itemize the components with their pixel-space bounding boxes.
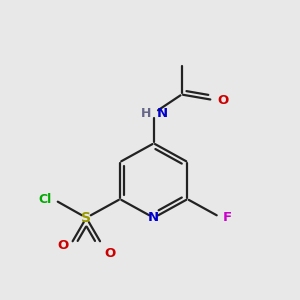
Text: N: N xyxy=(148,211,159,224)
Text: F: F xyxy=(223,211,232,224)
Text: O: O xyxy=(104,247,115,260)
Text: O: O xyxy=(217,94,229,107)
Text: H: H xyxy=(141,106,152,120)
Text: O: O xyxy=(58,239,69,252)
Text: S: S xyxy=(81,211,91,225)
Text: Cl: Cl xyxy=(38,193,52,206)
Text: N: N xyxy=(157,106,168,120)
